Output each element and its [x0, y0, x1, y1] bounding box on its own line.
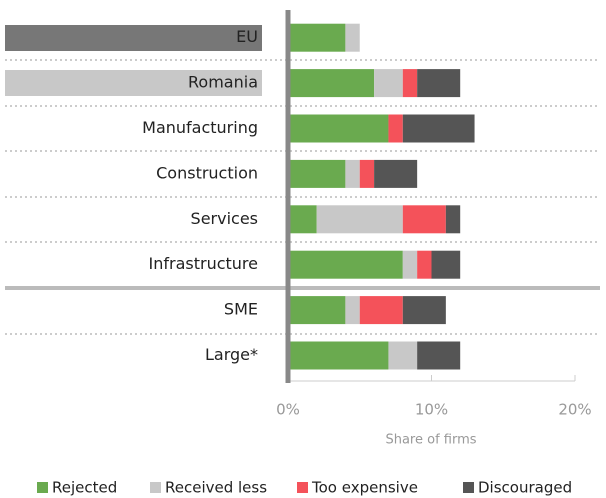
legend-label: Discouraged [478, 479, 572, 497]
legend-swatch [150, 482, 161, 493]
y-tick-label: Manufacturing [142, 118, 258, 137]
bar-segment [288, 296, 346, 325]
bar-segment [374, 69, 403, 98]
bar-segment [402, 69, 418, 98]
legend-label: Received less [165, 479, 267, 497]
bar-segment [288, 159, 346, 188]
legend-swatch [463, 482, 474, 493]
bar-segment [374, 159, 418, 188]
bar-segment [431, 250, 461, 279]
separators [5, 59, 600, 335]
bar-segment [288, 69, 375, 98]
y-tick-label: Infrastructure [149, 254, 258, 273]
bar-segment [402, 296, 446, 325]
legend-label: Too expensive [311, 479, 418, 497]
bar-segment [345, 159, 360, 188]
eu-highlight [5, 25, 262, 51]
bar-segment [388, 341, 418, 370]
bar-segment [345, 296, 360, 325]
x-tick-label: 10% [415, 401, 448, 419]
y-tick-label: Large* [205, 345, 258, 364]
romania-highlight [5, 70, 262, 96]
legend-swatch [297, 482, 308, 493]
bar-segment [417, 250, 432, 279]
bar-segment [402, 205, 446, 234]
y-tick-label: Romania [188, 73, 258, 92]
bar-segment [388, 114, 403, 143]
bar-segment [288, 23, 346, 52]
bar-segment [445, 205, 461, 234]
bar-segment [417, 69, 461, 98]
y-tick-label: Construction [156, 163, 258, 182]
x-tick-label: 0% [276, 401, 300, 419]
legend-label: Rejected [52, 479, 117, 497]
bar-segment [402, 250, 418, 279]
bar-segment [288, 341, 389, 370]
bar-segment [316, 205, 403, 234]
bar-segment [288, 114, 389, 143]
bar-segment [288, 250, 403, 279]
y-tick-label: Services [191, 209, 258, 228]
bar-segment [417, 341, 461, 370]
bar-segment [359, 159, 375, 188]
bar-segment [402, 114, 475, 143]
x-axis-label: Share of firms [385, 433, 476, 448]
bar-segment [359, 296, 403, 325]
bar-segment [288, 205, 317, 234]
y-tick-label: EU [236, 27, 258, 46]
x-tick-label: 20% [558, 401, 591, 419]
y-tick-label: SME [224, 300, 258, 319]
bar-segment [345, 23, 360, 52]
legend-swatch [37, 482, 48, 493]
